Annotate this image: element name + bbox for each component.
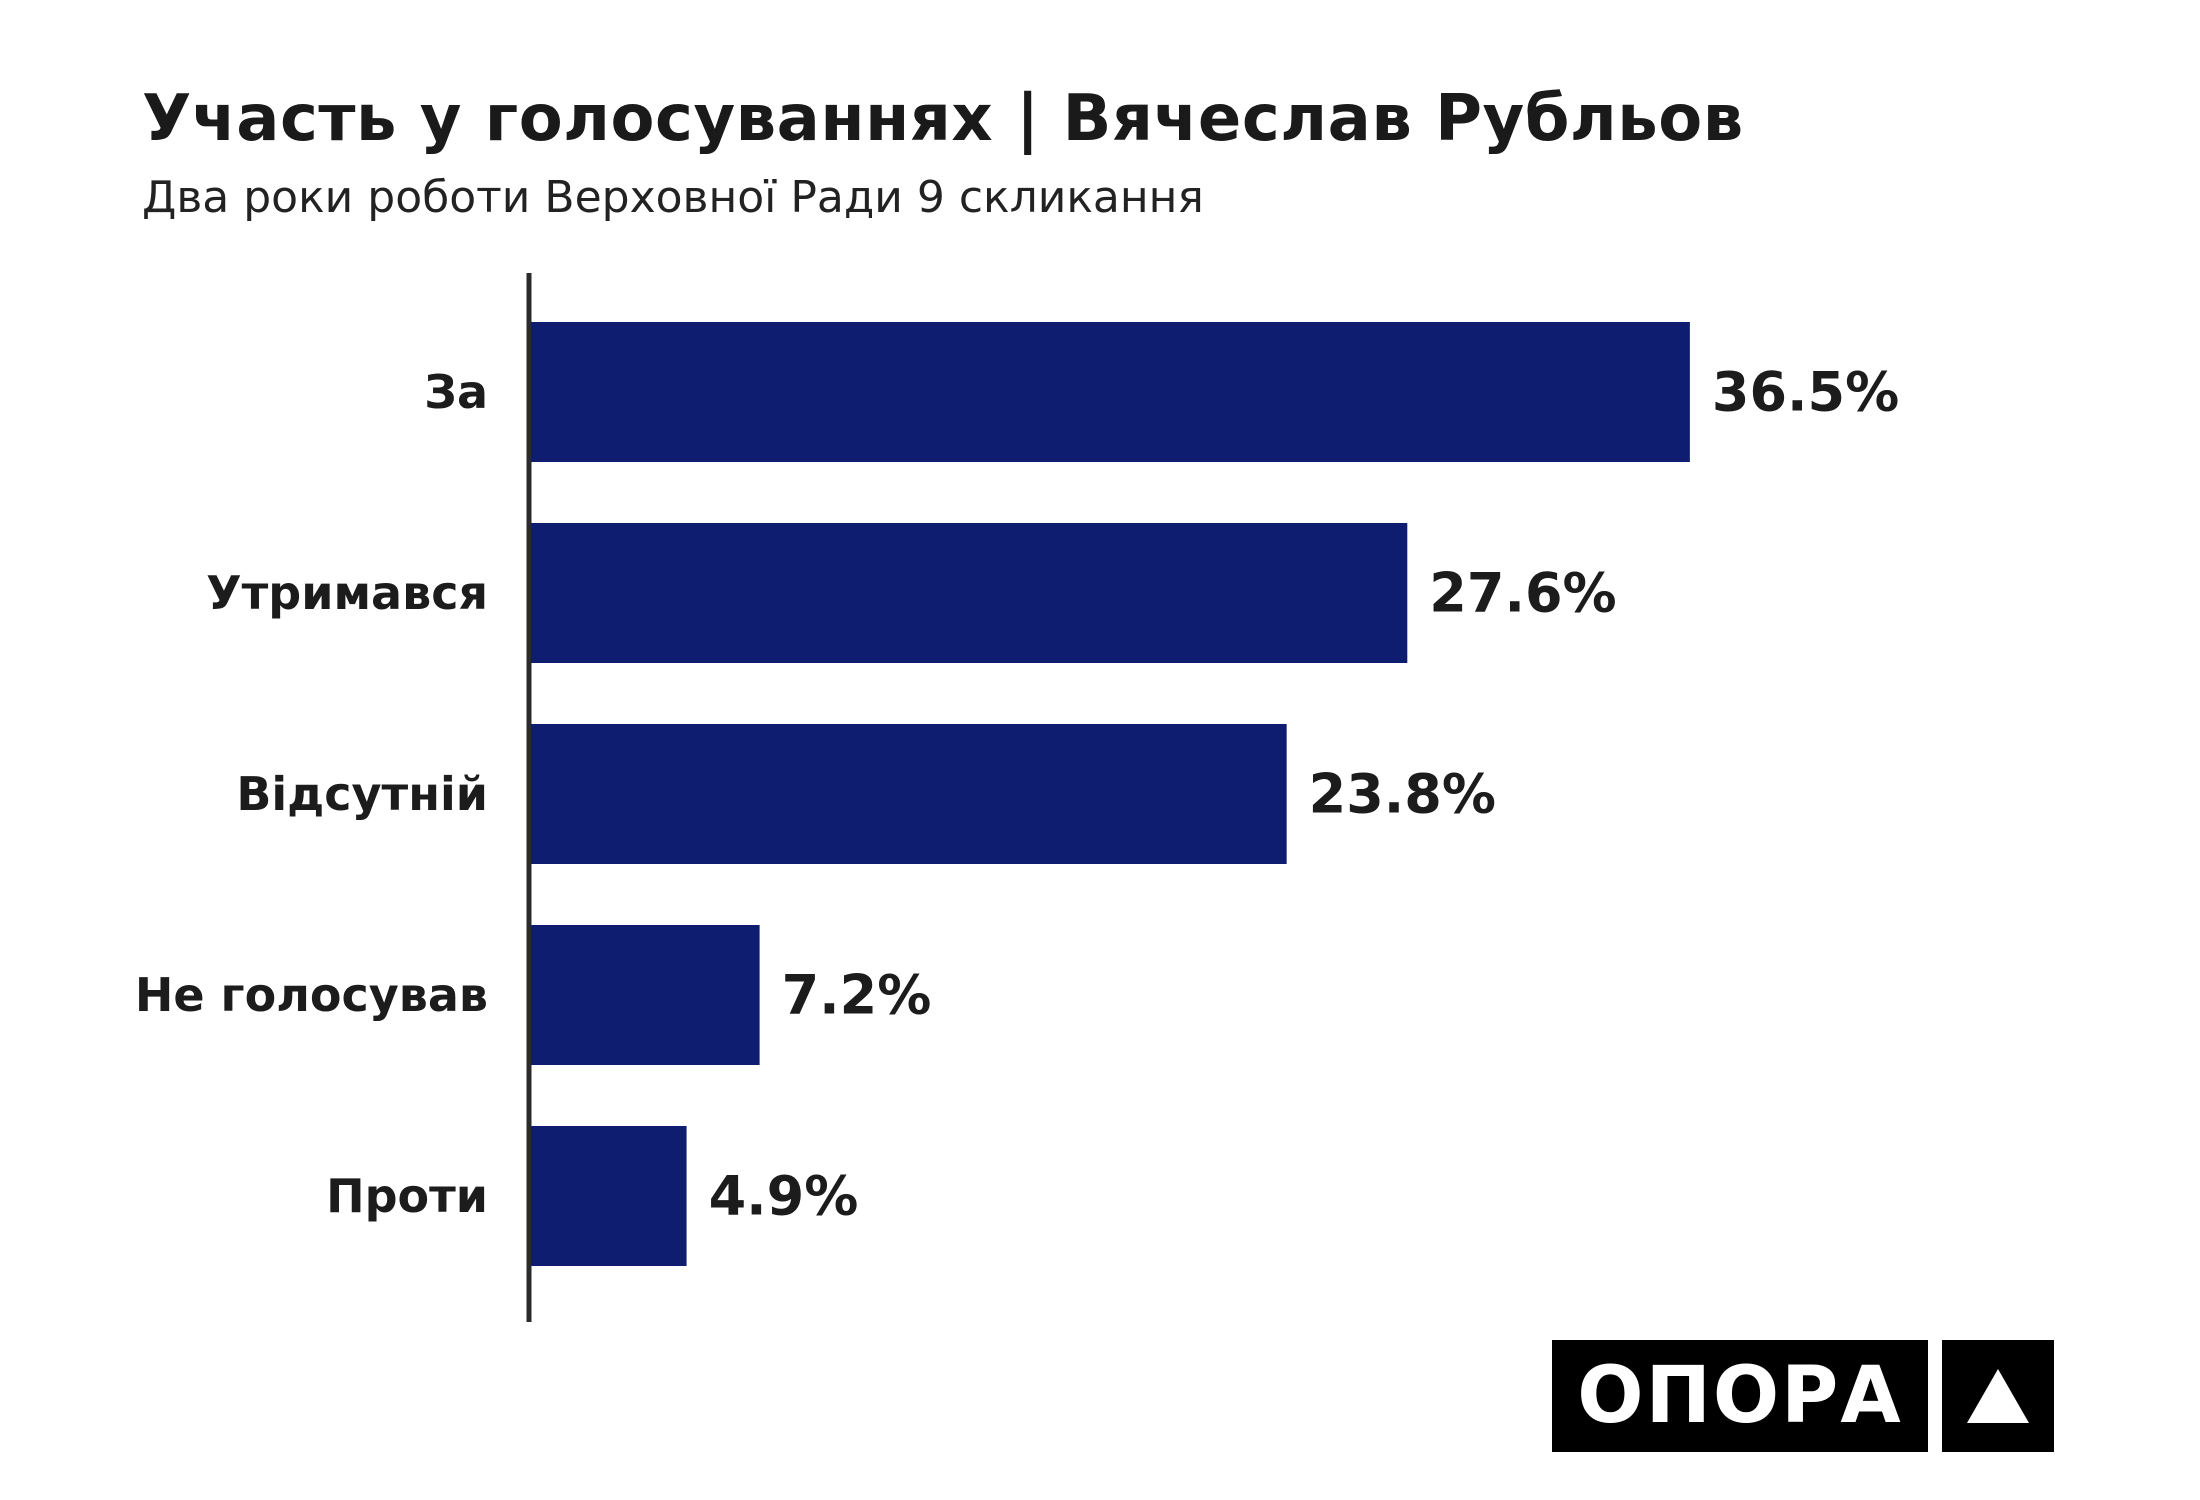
- triangle-icon: [1942, 1340, 2054, 1452]
- bar: [531, 925, 760, 1065]
- value-label: 7.2%: [782, 964, 932, 1027]
- value-label: 23.8%: [1309, 763, 1496, 826]
- category-label: Проти: [326, 1169, 488, 1223]
- category-label: Відсутній: [236, 767, 488, 821]
- bar: [531, 724, 1287, 864]
- opora-logo: ОПОРА: [1552, 1340, 2054, 1452]
- bar-chart: За 36.5% Утримався 27.6% Відсутній 23.8% Не го…: [135, 273, 1899, 1322]
- value-label: 36.5%: [1712, 361, 1899, 424]
- category-label: Не голосував: [135, 968, 488, 1022]
- chart-subtitle: Два роки роботи Верховної Ради 9 скликан…: [142, 172, 1204, 223]
- category-label: Утримався: [206, 566, 488, 620]
- bar: [531, 1126, 687, 1266]
- logo-wordmark: ОПОРА: [1552, 1340, 1928, 1452]
- bar: [531, 523, 1408, 663]
- chart-title: Участь у голосуваннях | Вячеслав Рубльов: [142, 82, 1744, 156]
- value-label: 27.6%: [1429, 562, 1616, 625]
- category-label: За: [424, 365, 488, 419]
- bar: [531, 322, 1690, 462]
- value-label: 4.9%: [709, 1165, 859, 1228]
